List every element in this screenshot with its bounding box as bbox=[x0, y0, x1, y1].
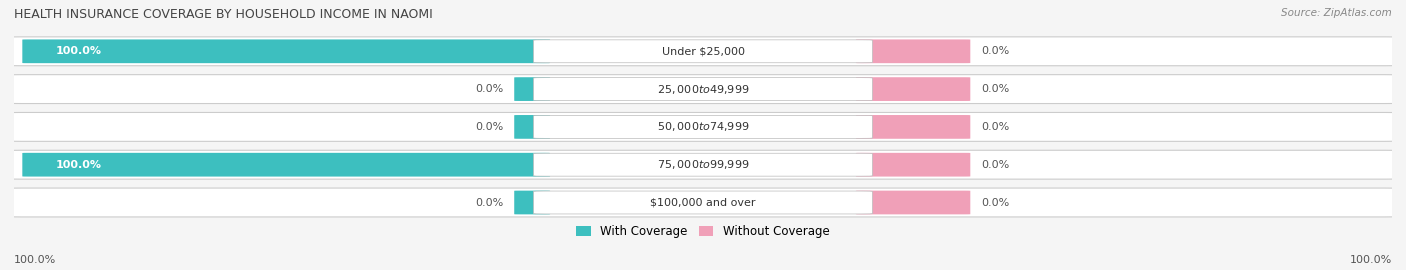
Text: 100.0%: 100.0% bbox=[55, 160, 101, 170]
FancyBboxPatch shape bbox=[4, 37, 1402, 66]
Text: 0.0%: 0.0% bbox=[475, 197, 503, 208]
Text: $50,000 to $74,999: $50,000 to $74,999 bbox=[657, 120, 749, 133]
FancyBboxPatch shape bbox=[533, 153, 873, 176]
Text: Source: ZipAtlas.com: Source: ZipAtlas.com bbox=[1281, 8, 1392, 18]
Legend: With Coverage, Without Coverage: With Coverage, Without Coverage bbox=[576, 225, 830, 238]
Text: 0.0%: 0.0% bbox=[981, 197, 1010, 208]
FancyBboxPatch shape bbox=[856, 153, 970, 177]
Text: Under $25,000: Under $25,000 bbox=[661, 46, 745, 56]
Text: $25,000 to $49,999: $25,000 to $49,999 bbox=[657, 83, 749, 96]
Text: 100.0%: 100.0% bbox=[55, 46, 101, 56]
Text: 100.0%: 100.0% bbox=[14, 255, 56, 265]
Text: 100.0%: 100.0% bbox=[1350, 255, 1392, 265]
FancyBboxPatch shape bbox=[856, 39, 970, 63]
FancyBboxPatch shape bbox=[515, 77, 550, 101]
Text: 0.0%: 0.0% bbox=[981, 84, 1010, 94]
FancyBboxPatch shape bbox=[856, 115, 970, 139]
Text: 0.0%: 0.0% bbox=[981, 122, 1010, 132]
Text: 0.0%: 0.0% bbox=[981, 160, 1010, 170]
FancyBboxPatch shape bbox=[4, 113, 1402, 141]
Text: $100,000 and over: $100,000 and over bbox=[650, 197, 756, 208]
FancyBboxPatch shape bbox=[22, 153, 550, 177]
Text: 0.0%: 0.0% bbox=[475, 84, 503, 94]
Text: 0.0%: 0.0% bbox=[475, 122, 503, 132]
FancyBboxPatch shape bbox=[533, 191, 873, 214]
FancyBboxPatch shape bbox=[533, 116, 873, 138]
FancyBboxPatch shape bbox=[4, 150, 1402, 179]
FancyBboxPatch shape bbox=[856, 77, 970, 101]
FancyBboxPatch shape bbox=[515, 191, 550, 214]
Text: $75,000 to $99,999: $75,000 to $99,999 bbox=[657, 158, 749, 171]
FancyBboxPatch shape bbox=[533, 40, 873, 63]
Text: 0.0%: 0.0% bbox=[981, 46, 1010, 56]
FancyBboxPatch shape bbox=[856, 191, 970, 214]
FancyBboxPatch shape bbox=[4, 75, 1402, 103]
FancyBboxPatch shape bbox=[22, 39, 550, 63]
FancyBboxPatch shape bbox=[533, 78, 873, 100]
Text: HEALTH INSURANCE COVERAGE BY HOUSEHOLD INCOME IN NAOMI: HEALTH INSURANCE COVERAGE BY HOUSEHOLD I… bbox=[14, 8, 433, 21]
FancyBboxPatch shape bbox=[4, 188, 1402, 217]
FancyBboxPatch shape bbox=[515, 115, 550, 139]
